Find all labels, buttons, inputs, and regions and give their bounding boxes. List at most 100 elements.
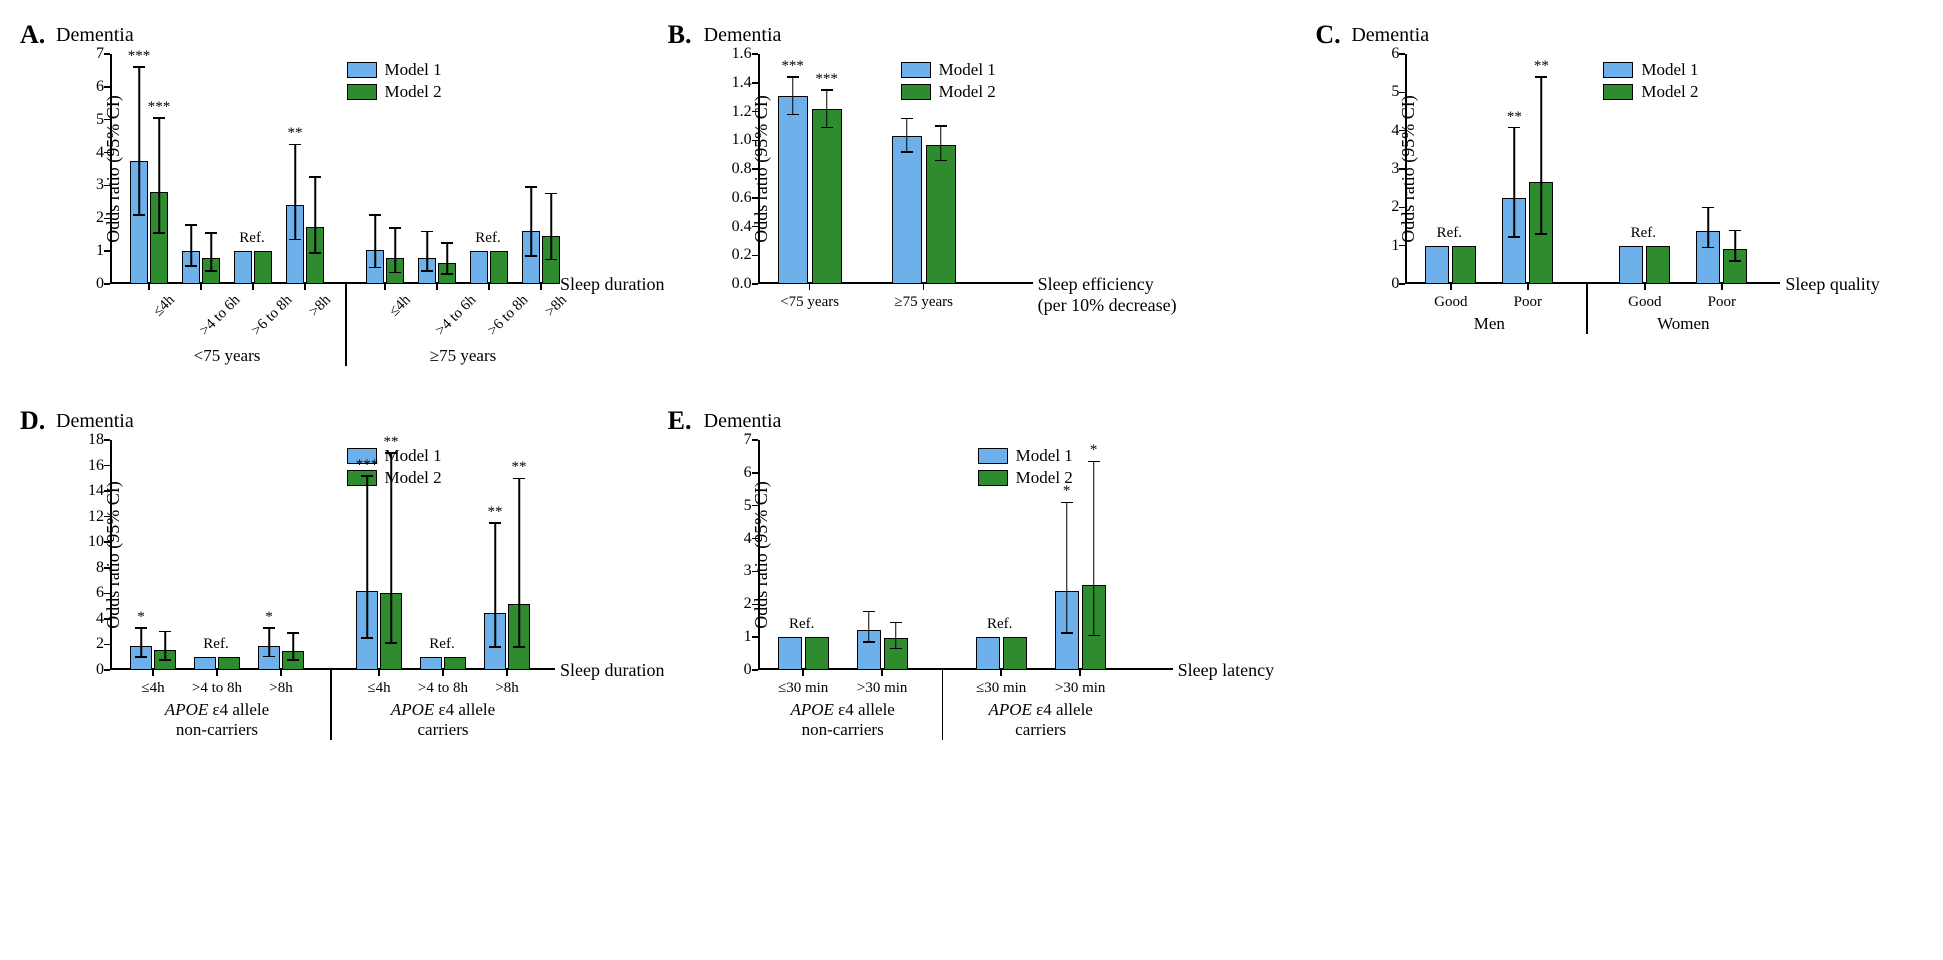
category-label: ≤4h [150, 292, 178, 320]
significance-marker: *** [356, 457, 379, 474]
panel-C: C.DementiaOdds ratio (95% CI)0123456Mode… [1315, 20, 1923, 344]
legend-label: Model 1 [1016, 446, 1073, 466]
category-label: >4 to 6h [433, 292, 480, 339]
plot-area: Odds ratio (95% CI)01234567Model 1Model … [758, 440, 1158, 670]
significance-marker: * [1090, 442, 1098, 459]
ytick-label: 4 [1391, 122, 1399, 140]
ytick-label: 1.6 [732, 45, 752, 63]
ytick-label: 2 [96, 209, 104, 227]
category-label: Good [1628, 294, 1661, 311]
category-label: Good [1434, 294, 1467, 311]
significance-marker: *** [128, 48, 151, 65]
category-label: >4 to 8h [418, 680, 468, 697]
ytick-label: 5 [1391, 83, 1399, 101]
bar [490, 251, 508, 284]
bar [976, 637, 1000, 670]
group-label: Men [1474, 314, 1505, 334]
x-axis-label: Sleep duration [560, 274, 664, 295]
category-label: >8h [306, 292, 335, 321]
bar [234, 251, 252, 284]
y-axis-label: Odds ratio (95% CI) [103, 95, 124, 242]
bar [194, 657, 216, 670]
group-label: APOE ε4 allelenon-carriers [790, 700, 894, 740]
significance-marker: *** [781, 58, 804, 75]
ytick-label: 1.0 [732, 131, 752, 149]
category-label: >6 to 8h [249, 292, 296, 339]
legend-label: Model 2 [385, 82, 442, 102]
bar [778, 637, 802, 670]
category-label: >8h [495, 680, 518, 697]
significance-marker: *** [148, 99, 171, 116]
bar [218, 657, 240, 670]
reference-marker: Ref. [1437, 225, 1462, 242]
legend-label: Model 1 [939, 60, 996, 80]
bar [1452, 246, 1476, 284]
category-label: >4 to 6h [197, 292, 244, 339]
category-label: >30 min [1055, 680, 1106, 697]
bar [254, 251, 272, 284]
category-label: ≤4h [386, 292, 414, 320]
x-axis-label: Sleep latency [1178, 660, 1274, 681]
y-axis-label: Odds ratio (95% CI) [103, 481, 124, 628]
category-label: >8h [269, 680, 292, 697]
ytick-label: 2 [96, 635, 104, 653]
ytick-label: 6 [744, 464, 752, 482]
significance-marker: ** [384, 434, 399, 451]
ytick-label: 4 [744, 530, 752, 548]
group-label: APOE ε4 allelecarriers [988, 700, 1092, 740]
ytick-label: 6 [96, 78, 104, 96]
panel-B: B.DementiaOdds ratio (95% CI)0.00.20.40.… [668, 20, 1276, 344]
reference-marker: Ref. [429, 636, 454, 653]
plot-area: Odds ratio (95% CI)0.00.20.40.60.81.01.2… [758, 54, 1018, 284]
bar [1619, 246, 1643, 284]
panel-A: A.DementiaOdds ratio (95% CI)01234567Mod… [20, 20, 628, 376]
category-label: >6 to 8h [485, 292, 532, 339]
category-label: ≤30 min [976, 680, 1026, 697]
bar [1003, 637, 1027, 670]
ytick-label: 0.6 [732, 189, 752, 207]
legend-label: Model 1 [1641, 60, 1698, 80]
ytick-label: 18 [88, 431, 104, 449]
ytick-label: 1 [1391, 237, 1399, 255]
category-label: ≤4h [367, 680, 390, 697]
panel-title: Dementia [704, 410, 782, 433]
significance-marker: * [265, 609, 273, 626]
category-label: Poor [1708, 294, 1736, 311]
group-label: ≥75 years [430, 346, 496, 366]
panel-letter: C. [1315, 20, 1340, 50]
ytick-label: 12 [88, 508, 104, 526]
ytick-label: 3 [96, 176, 104, 194]
bar [892, 136, 922, 284]
ytick-label: 2 [1391, 198, 1399, 216]
ytick-label: 5 [96, 111, 104, 129]
reference-marker: Ref. [1631, 225, 1656, 242]
ytick-label: 14 [88, 482, 104, 500]
x-axis-label: Sleep duration [560, 660, 664, 681]
category-label: >4 to 8h [192, 680, 242, 697]
group-label: APOE ε4 allelecarriers [391, 700, 495, 740]
ytick-label: 1 [96, 242, 104, 260]
panel-letter: E. [668, 406, 692, 436]
category-label: <75 years [780, 294, 839, 311]
bar [805, 637, 829, 670]
legend: Model 1Model 2 [347, 60, 442, 104]
ytick-label: 0.0 [732, 275, 752, 293]
legend-label: Model 2 [1641, 82, 1698, 102]
legend-label: Model 2 [939, 82, 996, 102]
significance-marker: ** [1534, 58, 1549, 75]
bar [812, 109, 842, 284]
group-label: <75 years [194, 346, 261, 366]
legend: Model 1Model 2 [1603, 60, 1698, 104]
reference-marker: Ref. [789, 616, 814, 633]
bar [470, 251, 488, 284]
ytick-label: 0 [744, 661, 752, 679]
significance-marker: ** [1507, 109, 1522, 126]
ytick-label: 3 [744, 562, 752, 580]
panel-letter: D. [20, 406, 45, 436]
ytick-label: 5 [744, 497, 752, 515]
reference-marker: Ref. [475, 230, 500, 247]
panel-title: Dementia [56, 410, 134, 433]
significance-marker: * [137, 609, 145, 626]
ytick-label: 8 [96, 559, 104, 577]
panel-D: D.DementiaOdds ratio (95% CI)02468101214… [20, 406, 628, 750]
